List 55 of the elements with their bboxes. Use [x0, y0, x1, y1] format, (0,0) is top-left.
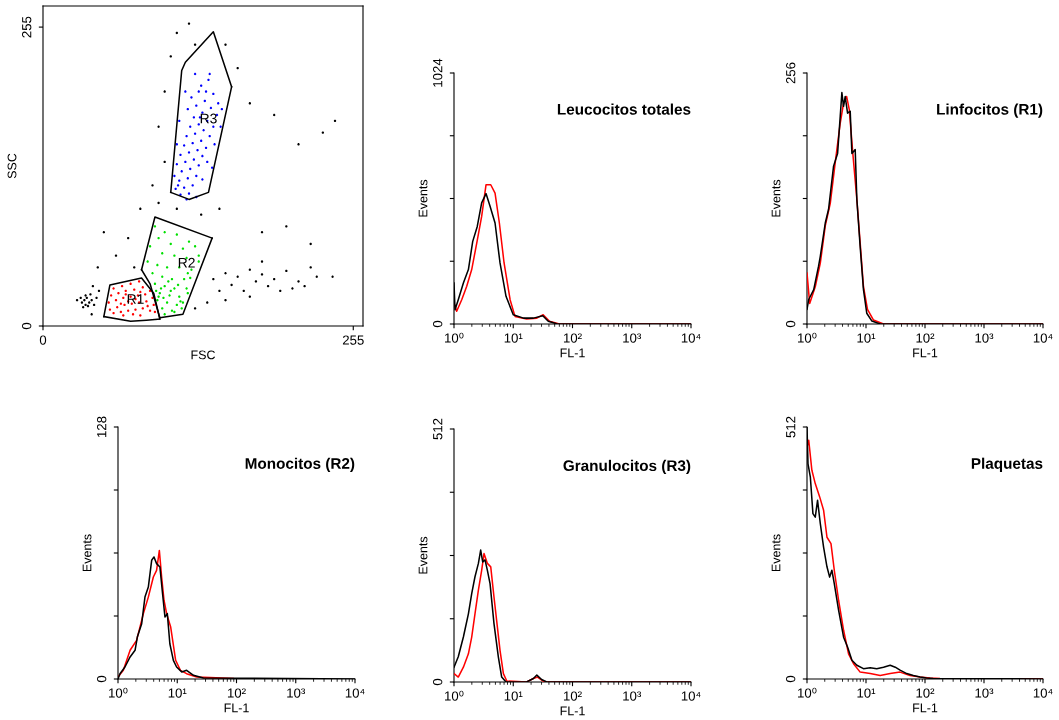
- x-tick-label: 10¹: [504, 333, 523, 343]
- x-tick-label: 10²: [916, 333, 935, 343]
- x-tick-label: 10⁰: [798, 332, 817, 343]
- y-tick-label: 512: [433, 418, 443, 440]
- x-tick-label: 255: [342, 335, 364, 345]
- y-axis-title: SSC: [7, 153, 17, 179]
- x-tick-label: 10²: [563, 691, 582, 701]
- x-tick-label: 10⁴: [1033, 333, 1053, 343]
- x-tick-label: 10⁰: [445, 690, 464, 701]
- x-tick-label: 10¹: [857, 688, 876, 698]
- x-axis-title: FL-1: [913, 703, 938, 713]
- x-tick-label: 10¹: [504, 691, 523, 701]
- x-tick-label: 10³: [623, 333, 642, 343]
- text: Leucocitos totales: [557, 103, 691, 115]
- annotation: R3: [200, 113, 217, 124]
- y-tick-label: 128: [97, 416, 107, 437]
- x-tick-label: 10⁰: [109, 687, 128, 698]
- y-tick-label: 0: [786, 675, 796, 683]
- x-tick-label: 10⁴: [681, 691, 701, 701]
- x-tick-label: 0: [39, 335, 47, 345]
- x-axis-title: FL-1: [560, 706, 585, 716]
- x-tick-label: 10⁴: [1033, 688, 1053, 698]
- x-tick-label: 10³: [975, 688, 994, 698]
- x-axis-title: FSC: [191, 350, 216, 360]
- x-tick-label: 10¹: [168, 688, 187, 698]
- x-tick-label: 10⁰: [798, 687, 817, 698]
- x-tick-label: 10³: [975, 333, 994, 343]
- y-tick-label: 0: [433, 320, 443, 328]
- x-tick-label: 10²: [227, 688, 246, 698]
- y-axis-title: Events: [771, 179, 781, 217]
- annotation: R2: [178, 257, 195, 268]
- x-tick-label: 10²: [563, 333, 582, 343]
- y-axis-title: Events: [82, 534, 92, 572]
- x-axis-title: FL-1: [560, 348, 585, 358]
- y-axis-title: Events: [418, 179, 428, 217]
- x-tick-label: 10⁴: [681, 333, 701, 343]
- x-axis-title: FL-1: [913, 348, 938, 358]
- y-tick-label: 256: [786, 62, 796, 84]
- text: Plaquetas: [971, 457, 1043, 472]
- x-tick-label: 10³: [623, 691, 642, 701]
- x-tick-label: 10⁰: [445, 332, 464, 343]
- y-axis-title: Events: [418, 536, 428, 574]
- text: Granulocitos (R3): [563, 459, 691, 475]
- text: Linfocitos (R1): [937, 103, 1043, 118]
- x-tick-label: 10¹: [857, 333, 876, 343]
- y-tick-label: 0: [433, 678, 443, 686]
- y-tick-label: 512: [786, 416, 796, 438]
- y-axis-title: Events: [771, 534, 781, 572]
- text: Monocitos (R2): [245, 457, 355, 472]
- x-tick-label: 10²: [916, 688, 935, 698]
- x-tick-label: 10⁴: [345, 688, 365, 698]
- x-tick-label: 10³: [287, 688, 306, 698]
- x-axis-title: FL-1: [224, 703, 249, 713]
- y-tick-label: 0: [786, 320, 796, 328]
- y-tick-label: 1024: [433, 58, 443, 87]
